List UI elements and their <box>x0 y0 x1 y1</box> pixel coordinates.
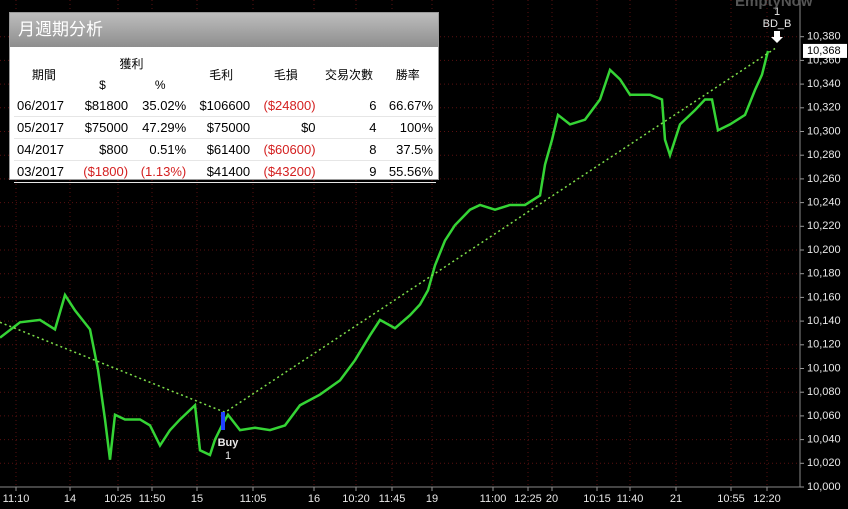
y-tick-label: 10,340 <box>807 78 841 90</box>
x-tick-label: 19 <box>426 493 438 505</box>
buy-count: 1 <box>225 450 231 462</box>
table-cell: 03/2017 <box>14 160 74 183</box>
price-line <box>0 50 770 460</box>
table-cell: $106600 <box>189 95 254 117</box>
y-tick-label: 10,160 <box>807 291 841 303</box>
exit-count: 1 <box>774 6 780 18</box>
table-cell: 66.67% <box>379 95 436 117</box>
stats-table: 期間 獲利 毛利 毛損 交易次數 勝率 $ % 06/2017 $81800 35.… <box>14 53 436 183</box>
table-cell: 47.29% <box>131 116 190 139</box>
y-tick-label: 10,280 <box>807 149 841 161</box>
x-tick-label: 11:00 <box>480 493 507 505</box>
table-cell: 4 <box>318 116 380 139</box>
table-cell: ($24800) <box>253 95 319 117</box>
x-tick-label: 21 <box>670 493 682 505</box>
table-cell: ($43200) <box>253 160 319 183</box>
y-tick-label: 10,060 <box>807 410 841 422</box>
y-tick-label: 10,100 <box>807 362 841 374</box>
y-tick-label: 10,240 <box>807 197 841 209</box>
x-tick-label: 11:40 <box>617 493 644 505</box>
panel-title: 月週期分析 <box>10 13 438 47</box>
y-tick-label: 10,180 <box>807 268 841 280</box>
last-price-box <box>803 43 847 58</box>
header-cell: 獲利 <box>119 57 144 71</box>
table-cell: 06/2017 <box>14 95 74 117</box>
table-row: 03/2017 ($1800) (1.13%) $41400 ($43200) 9 55.5… <box>14 160 436 183</box>
x-tick-label: 11:50 <box>139 493 166 505</box>
table-cell: 9 <box>318 160 380 183</box>
x-tick-label: 10:55 <box>717 493 745 505</box>
last-price-label: 10,368 <box>807 45 841 57</box>
y-tick-label: 10,120 <box>807 339 841 351</box>
x-tick-label: 20 <box>546 493 558 505</box>
header-cell: 期間 <box>31 67 56 82</box>
y-tick-label: 10,200 <box>807 244 841 256</box>
table-cell: 05/2017 <box>14 116 74 139</box>
table-cell: 6 <box>318 95 380 117</box>
table-cell: $41400 <box>189 160 254 183</box>
y-tick-label: 10,220 <box>807 220 841 232</box>
y-tick-label: 10,080 <box>807 386 841 398</box>
table-cell: ($1800) <box>73 160 132 183</box>
table-row: 05/2017 $75000 47.29% $75000 $0 4 100% <box>14 116 436 139</box>
table-cell: 8 <box>318 138 380 161</box>
header-cell: 毛損 <box>273 67 298 82</box>
buy-marker <box>221 412 225 430</box>
y-tick-label: 10,040 <box>807 434 841 446</box>
table-cell: 100% <box>379 116 436 139</box>
header-cell: $ <box>99 77 106 92</box>
y-tick-label: 10,020 <box>807 457 841 469</box>
x-tick-label: 14 <box>64 493 76 505</box>
y-tick-label: 10,320 <box>807 102 841 114</box>
exit-label: BD_B <box>763 18 792 30</box>
header-cell: 勝率 <box>395 67 420 82</box>
table-cell: 37.5% <box>379 138 436 161</box>
table-cell: $75000 <box>189 116 254 139</box>
y-tick-label: 10,380 <box>807 31 841 43</box>
table-cell: $61400 <box>189 138 254 161</box>
y-tick-label: 10,140 <box>807 315 841 327</box>
table-cell: 35.02% <box>131 95 190 117</box>
table-row: 06/2017 $81800 35.02% $106600 ($24800) 6 66.67… <box>14 95 436 117</box>
y-tick-label: 10,300 <box>807 125 841 137</box>
table-cell: $0 <box>253 116 319 139</box>
x-tick-label: 10:25 <box>104 493 132 505</box>
header-cell: 交易次數 <box>325 67 374 82</box>
x-tick-label: 10:20 <box>342 493 370 505</box>
table-cell: 0.51% <box>131 138 190 161</box>
table-cell: 55.56% <box>379 160 436 183</box>
table-cell: $81800 <box>73 95 132 117</box>
exit-marker <box>771 31 783 43</box>
x-tick-label: 15 <box>191 493 203 505</box>
table-cell: (1.13%) <box>131 160 190 183</box>
x-tick-label: 10:15 <box>583 493 611 505</box>
watermark: EmptyNow <box>735 0 813 10</box>
table-cell: $800 <box>73 138 132 161</box>
y-tick-label: 10,000 <box>807 481 841 493</box>
x-tick-label: 12:20 <box>753 493 781 505</box>
header-cell: 毛利 <box>209 67 234 82</box>
buy-label: Buy <box>218 437 240 449</box>
table-cell: $75000 <box>73 116 132 139</box>
x-tick-label: 12:25 <box>514 493 542 505</box>
trend-line <box>0 47 776 414</box>
table-row: 04/2017 $800 0.51% $61400 ($60600) 8 37.5% <box>14 138 436 161</box>
y-tick-label: 10,260 <box>807 173 841 185</box>
x-tick-label: 11:10 <box>3 493 30 505</box>
table-cell: ($60600) <box>253 138 319 161</box>
x-tick-label: 16 <box>308 493 320 505</box>
header-cell: % <box>154 77 166 92</box>
table-cell: 04/2017 <box>14 138 74 161</box>
x-tick-label: 11:45 <box>379 493 406 505</box>
stats-panel: 月週期分析 期間 獲利 毛利 毛損 交易次數 勝率 $ % 06/2017 $81… <box>9 12 439 183</box>
x-tick-label: 11:05 <box>240 493 267 505</box>
